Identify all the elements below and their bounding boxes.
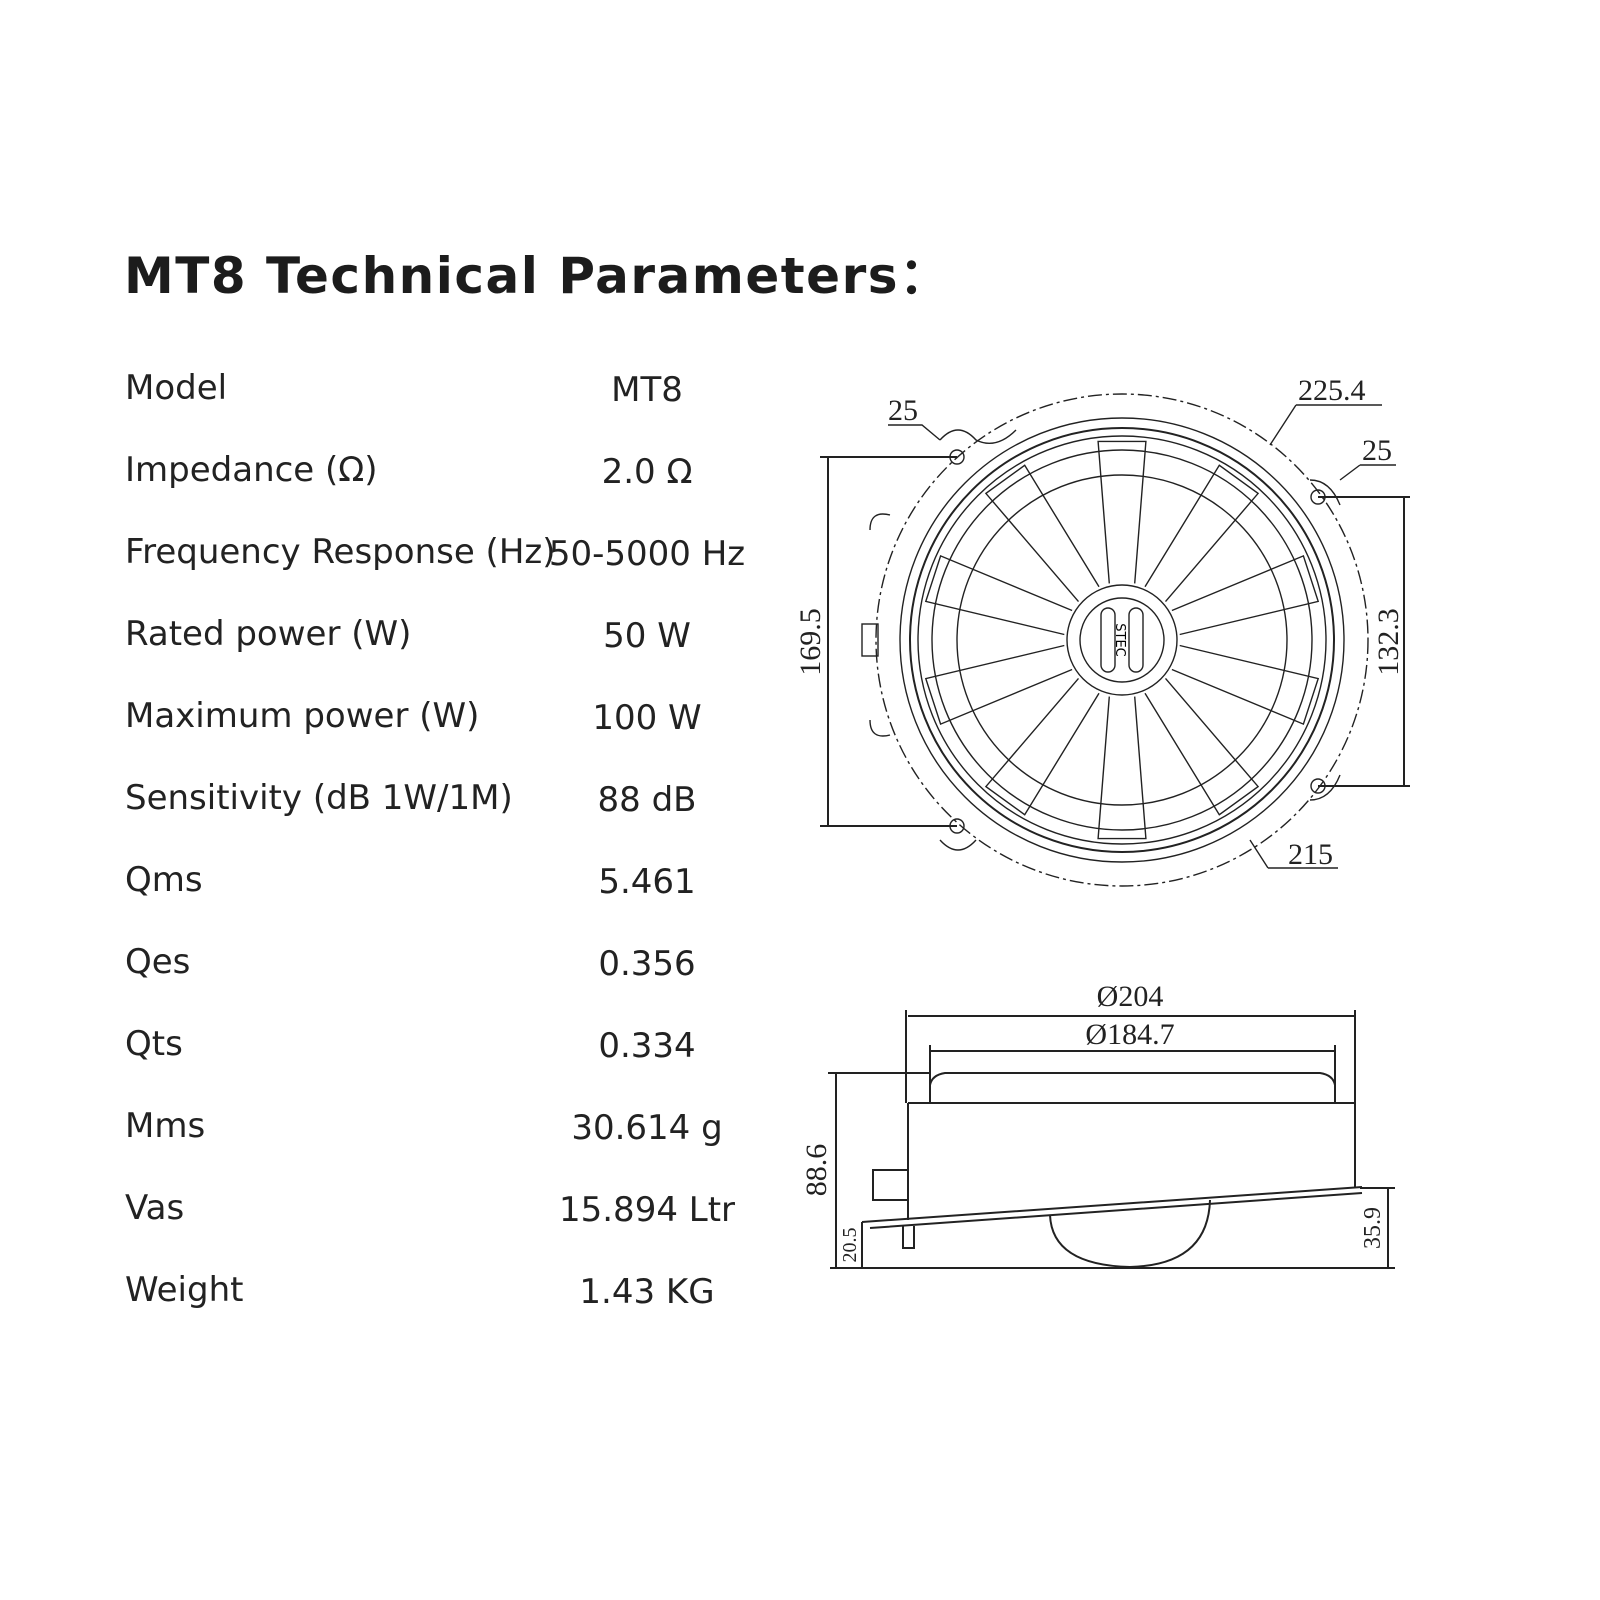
spec-row-qes: Qes 0.356 <box>125 942 765 992</box>
logo-bar-right <box>1128 607 1144 673</box>
center-cap-outer <box>1066 584 1178 696</box>
outer-dashed-circle <box>875 393 1369 887</box>
spec-row-model: Model MT8 <box>125 368 765 418</box>
magnet <box>1049 1199 1211 1269</box>
spec-row-max-power: Maximum power (W) 100 W <box>125 696 765 746</box>
page-title: MT8 Technical Parameters： <box>124 247 951 305</box>
terminal <box>872 1169 909 1201</box>
spec-row-frequency: Frequency Response (Hz) 50-5000 Hz <box>125 532 765 582</box>
dimension-lines <box>820 456 1410 827</box>
spec-row-sensitivity: Sensitivity (dB 1W/1M) 88 dB <box>125 778 765 828</box>
spec-value: 5.461 <box>598 862 696 902</box>
grille-spoke <box>924 644 1073 726</box>
grille-spoke <box>1144 464 1260 603</box>
grille-spoke <box>1097 440 1147 584</box>
grille-spoke <box>1171 554 1320 636</box>
cone-circle <box>956 474 1288 806</box>
spec-value: MT8 <box>611 370 683 410</box>
spec-value: 50 W <box>603 616 691 656</box>
spec-row-qms: Qms 5.461 <box>125 860 765 910</box>
spec-value: 1.43 KG <box>579 1272 715 1312</box>
grille-spoke <box>1144 677 1260 816</box>
flange-circle <box>899 417 1345 863</box>
spec-label: Rated power (W) <box>125 614 412 654</box>
dim-outer: Ø204 <box>1097 980 1164 1013</box>
grille-spokes <box>924 440 1320 840</box>
dim-hole-left: 25 <box>888 394 918 427</box>
grille-ring <box>931 449 1313 831</box>
grille-spoke <box>984 677 1100 816</box>
spec-label: Mms <box>125 1106 206 1146</box>
speaker-flange-top <box>929 1072 1336 1103</box>
center-cap <box>1079 597 1165 683</box>
dim-outer-diameter: 225.4 <box>1298 374 1366 407</box>
spec-label: Qts <box>125 1024 183 1064</box>
spec-value: 0.334 <box>598 1026 696 1066</box>
spec-label: Qes <box>125 942 191 982</box>
mounting-flange <box>869 429 1341 851</box>
dim-height-right: 132.3 <box>1372 608 1405 676</box>
side-view-drawing: Ø204 Ø184.7 88.6 20.5 35.9 <box>800 980 1395 1269</box>
spec-value: 15.894 Ltr <box>558 1190 736 1230</box>
spec-label: Vas <box>125 1188 185 1228</box>
spec-row-rated-power: Rated power (W) 50 W <box>125 614 765 664</box>
spec-value: 100 W <box>592 698 702 738</box>
spec-label: Weight <box>125 1270 244 1310</box>
spec-row-weight: Weight 1.43 KG <box>125 1270 765 1320</box>
terminal-pin <box>902 1226 915 1249</box>
slanted-base <box>861 1186 1363 1229</box>
dim-depth: 88.6 <box>800 1144 833 1197</box>
spec-row-qts: Qts 0.334 <box>125 1024 765 1074</box>
dim-inner-diameter: 215 <box>1288 838 1333 871</box>
spec-row-mms: Mms 30.614 g <box>125 1106 765 1156</box>
logo-bar-left <box>1100 607 1116 673</box>
dim-hole-right: 25 <box>1362 434 1392 467</box>
spec-label: Sensitivity (dB 1W/1M) <box>125 778 513 818</box>
spec-value: 0.356 <box>598 944 696 984</box>
rim-circle <box>909 427 1335 853</box>
spec-label: Frequency Response (Hz) <box>125 532 556 572</box>
front-view-drawing: STEC 25 225.4 25 169.5 132.3 215 <box>794 374 1410 887</box>
dim-low: 20.5 <box>839 1228 861 1263</box>
spec-value: 50-5000 Hz <box>548 534 746 574</box>
spec-label: Impedance (Ω) <box>125 450 378 490</box>
dim-inner: Ø184.7 <box>1085 1018 1174 1051</box>
grille-spoke <box>924 554 1073 636</box>
grille-spoke <box>1171 644 1320 726</box>
terminal-connector <box>861 623 879 657</box>
spec-row-impedance: Impedance (Ω) 2.0 Ω <box>125 450 765 500</box>
spec-label: Qms <box>125 860 203 900</box>
rim-inner-circle <box>917 435 1327 845</box>
brand-logo: STEC <box>1112 623 1127 656</box>
spec-value: 88 dB <box>597 780 697 820</box>
grille-spoke <box>984 464 1100 603</box>
leader-lines <box>888 404 1396 869</box>
spec-value: 30.614 g <box>571 1108 723 1148</box>
grille-spoke <box>1097 696 1147 840</box>
dim-height-left: 169.5 <box>794 608 827 676</box>
dim-high: 35.9 <box>1360 1207 1386 1249</box>
spec-label: Maximum power (W) <box>125 696 480 736</box>
side-dimension-lines <box>828 1010 1395 1269</box>
spec-label: Model <box>125 368 228 408</box>
spec-row-vas: Vas 15.894 Ltr <box>125 1188 765 1238</box>
spec-value: 2.0 Ω <box>601 452 693 492</box>
